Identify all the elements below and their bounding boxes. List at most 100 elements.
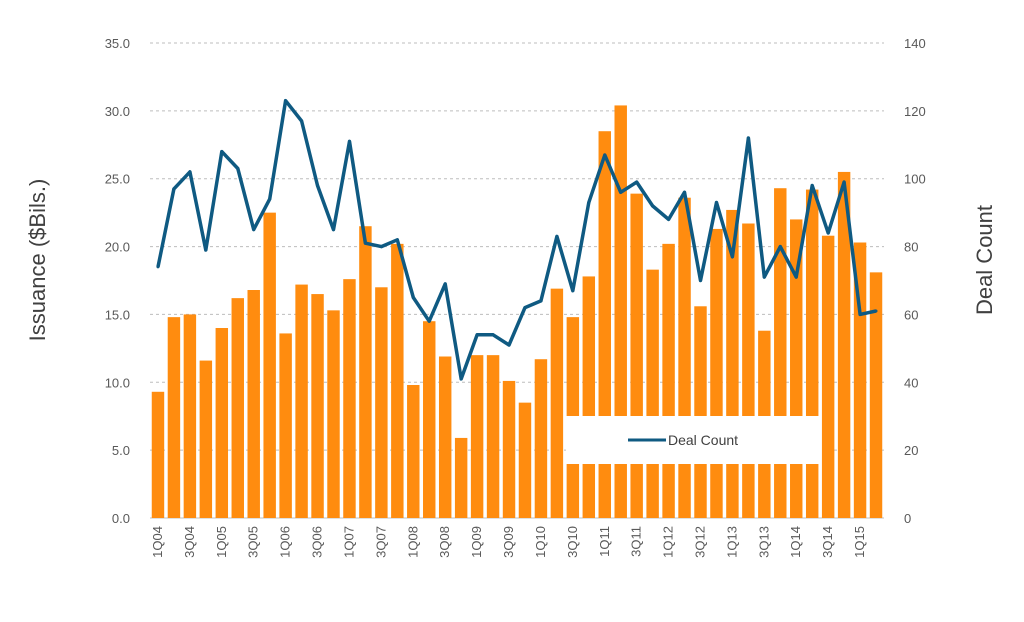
x-axis-ticks: 1Q04 3Q04 1Q05 3Q05 1Q06 3Q06 1Q07 3Q07 1Q08 3Q08… xyxy=(150,526,867,558)
left-axis-title: Issuance ($Bils.) xyxy=(25,179,50,342)
left-tick-label: 0.0 xyxy=(112,511,130,526)
bar-3Q12 xyxy=(694,306,707,518)
bar-4Q11 xyxy=(646,269,659,518)
bar-4Q09 xyxy=(518,402,532,518)
bar-1Q10 xyxy=(534,359,548,518)
right-tick-label: 80 xyxy=(904,240,918,255)
deal-count-point-1Q09 xyxy=(475,333,479,337)
x-tick-label: 3Q05 xyxy=(246,526,261,558)
left-tick-label: 20.0 xyxy=(105,240,130,255)
right-axis-ticks: 0 20 40 60 80 100 120 140 xyxy=(904,36,926,526)
deal-count-point-2Q15 xyxy=(874,309,878,313)
x-tick-label: 1Q09 xyxy=(469,526,484,558)
bar-2Q09 xyxy=(486,355,500,518)
bar-4Q10 xyxy=(582,276,596,518)
right-tick-label: 60 xyxy=(904,307,918,322)
x-tick-label: 3Q11 xyxy=(629,526,644,557)
x-tick-label: 3Q09 xyxy=(501,526,516,558)
bar-4Q05 xyxy=(263,212,276,518)
x-tick-label: 3Q13 xyxy=(756,526,771,558)
x-tick-label: 3Q04 xyxy=(182,526,197,558)
deal-count-point-4Q04 xyxy=(204,248,208,252)
x-tick-label: 3Q10 xyxy=(565,526,580,558)
right-tick-label: 120 xyxy=(904,104,926,119)
deal-count-point-1Q11 xyxy=(603,153,607,157)
deal-count-point-3Q09 xyxy=(507,343,511,347)
x-tick-label: 1Q05 xyxy=(214,526,229,558)
left-tick-label: 5.0 xyxy=(112,443,130,458)
bar-2Q04 xyxy=(167,317,181,518)
deal-count-point-2Q04 xyxy=(172,187,176,191)
bar-2Q15 xyxy=(869,272,883,518)
deal-count-point-4Q05 xyxy=(268,197,272,201)
bar-1Q07 xyxy=(343,279,356,518)
bar-1Q08 xyxy=(407,385,420,518)
bar-3Q08 xyxy=(438,356,452,518)
bar-1Q14 xyxy=(790,219,803,518)
deal-count-point-3Q11 xyxy=(635,180,639,184)
bar-4Q14 xyxy=(837,171,851,518)
left-tick-label: 10.0 xyxy=(105,375,130,390)
deal-count-point-3Q13 xyxy=(762,275,766,279)
deal-count-point-4Q10 xyxy=(587,200,591,204)
bar-3Q06 xyxy=(311,294,324,518)
bar-4Q08 xyxy=(454,437,468,518)
deal-count-point-1Q04 xyxy=(156,265,160,269)
bar-2Q14 xyxy=(805,189,819,519)
deal-count-point-1Q08 xyxy=(411,295,415,299)
deal-count-point-2Q08 xyxy=(427,319,431,323)
x-tick-label: 3Q12 xyxy=(693,526,708,558)
deal-count-point-3Q10 xyxy=(571,289,575,293)
right-tick-label: 40 xyxy=(904,375,918,390)
x-tick-label: 1Q14 xyxy=(788,526,803,558)
x-tick-label: 1Q12 xyxy=(661,526,676,558)
bar-2Q11 xyxy=(614,105,627,518)
bar-2Q08 xyxy=(423,321,436,518)
bar-1Q09 xyxy=(470,355,484,518)
x-tick-label: 1Q06 xyxy=(278,526,293,558)
x-tick-label: 3Q06 xyxy=(310,526,325,558)
x-tick-label: 1Q10 xyxy=(533,526,548,558)
deal-count-point-3Q07 xyxy=(379,245,383,249)
left-tick-label: 15.0 xyxy=(105,307,130,322)
bar-3Q09 xyxy=(502,380,516,518)
bar-4Q06 xyxy=(327,310,340,518)
right-tick-label: 20 xyxy=(904,443,918,458)
deal-count-point-1Q10 xyxy=(539,299,543,303)
bar-2Q13 xyxy=(742,223,755,518)
bar-2Q07 xyxy=(359,226,372,518)
deal-count-point-2Q09 xyxy=(491,333,495,337)
deal-count-point-4Q07 xyxy=(395,238,399,242)
bar-2Q05 xyxy=(231,298,244,518)
left-tick-label: 35.0 xyxy=(105,36,130,51)
deal-count-point-3Q04 xyxy=(188,170,192,174)
deal-count-point-3Q05 xyxy=(252,228,256,232)
bar-4Q07 xyxy=(391,243,404,518)
bar-3Q07 xyxy=(375,287,388,518)
deal-count-point-4Q12 xyxy=(714,200,718,204)
x-tick-label: 1Q15 xyxy=(852,526,867,558)
left-tick-label: 25.0 xyxy=(105,172,130,187)
deal-count-point-4Q11 xyxy=(651,204,655,208)
deal-count-point-1Q13 xyxy=(730,255,734,259)
bar-2Q12 xyxy=(678,197,691,518)
deal-count-point-1Q06 xyxy=(284,99,288,103)
deal-count-polyline xyxy=(156,98,877,381)
x-tick-label: 1Q11 xyxy=(597,526,612,557)
deal-count-point-3Q06 xyxy=(316,184,320,187)
bar-4Q12 xyxy=(710,228,723,518)
right-tick-label: 0 xyxy=(904,511,911,526)
deal-count-point-4Q06 xyxy=(332,228,335,232)
x-tick-label: 3Q08 xyxy=(437,526,452,558)
bar-4Q04 xyxy=(199,360,213,518)
bar-2Q10 xyxy=(550,288,564,518)
deal-count-point-3Q08 xyxy=(443,282,447,286)
right-tick-label: 140 xyxy=(904,36,926,51)
deal-count-point-4Q13 xyxy=(778,245,782,249)
bar-3Q11 xyxy=(630,193,643,518)
bar-4Q13 xyxy=(774,188,787,518)
bar-1Q15 xyxy=(853,242,867,518)
x-tick-label: 1Q08 xyxy=(405,526,420,558)
deal-count-point-2Q11 xyxy=(619,190,623,194)
